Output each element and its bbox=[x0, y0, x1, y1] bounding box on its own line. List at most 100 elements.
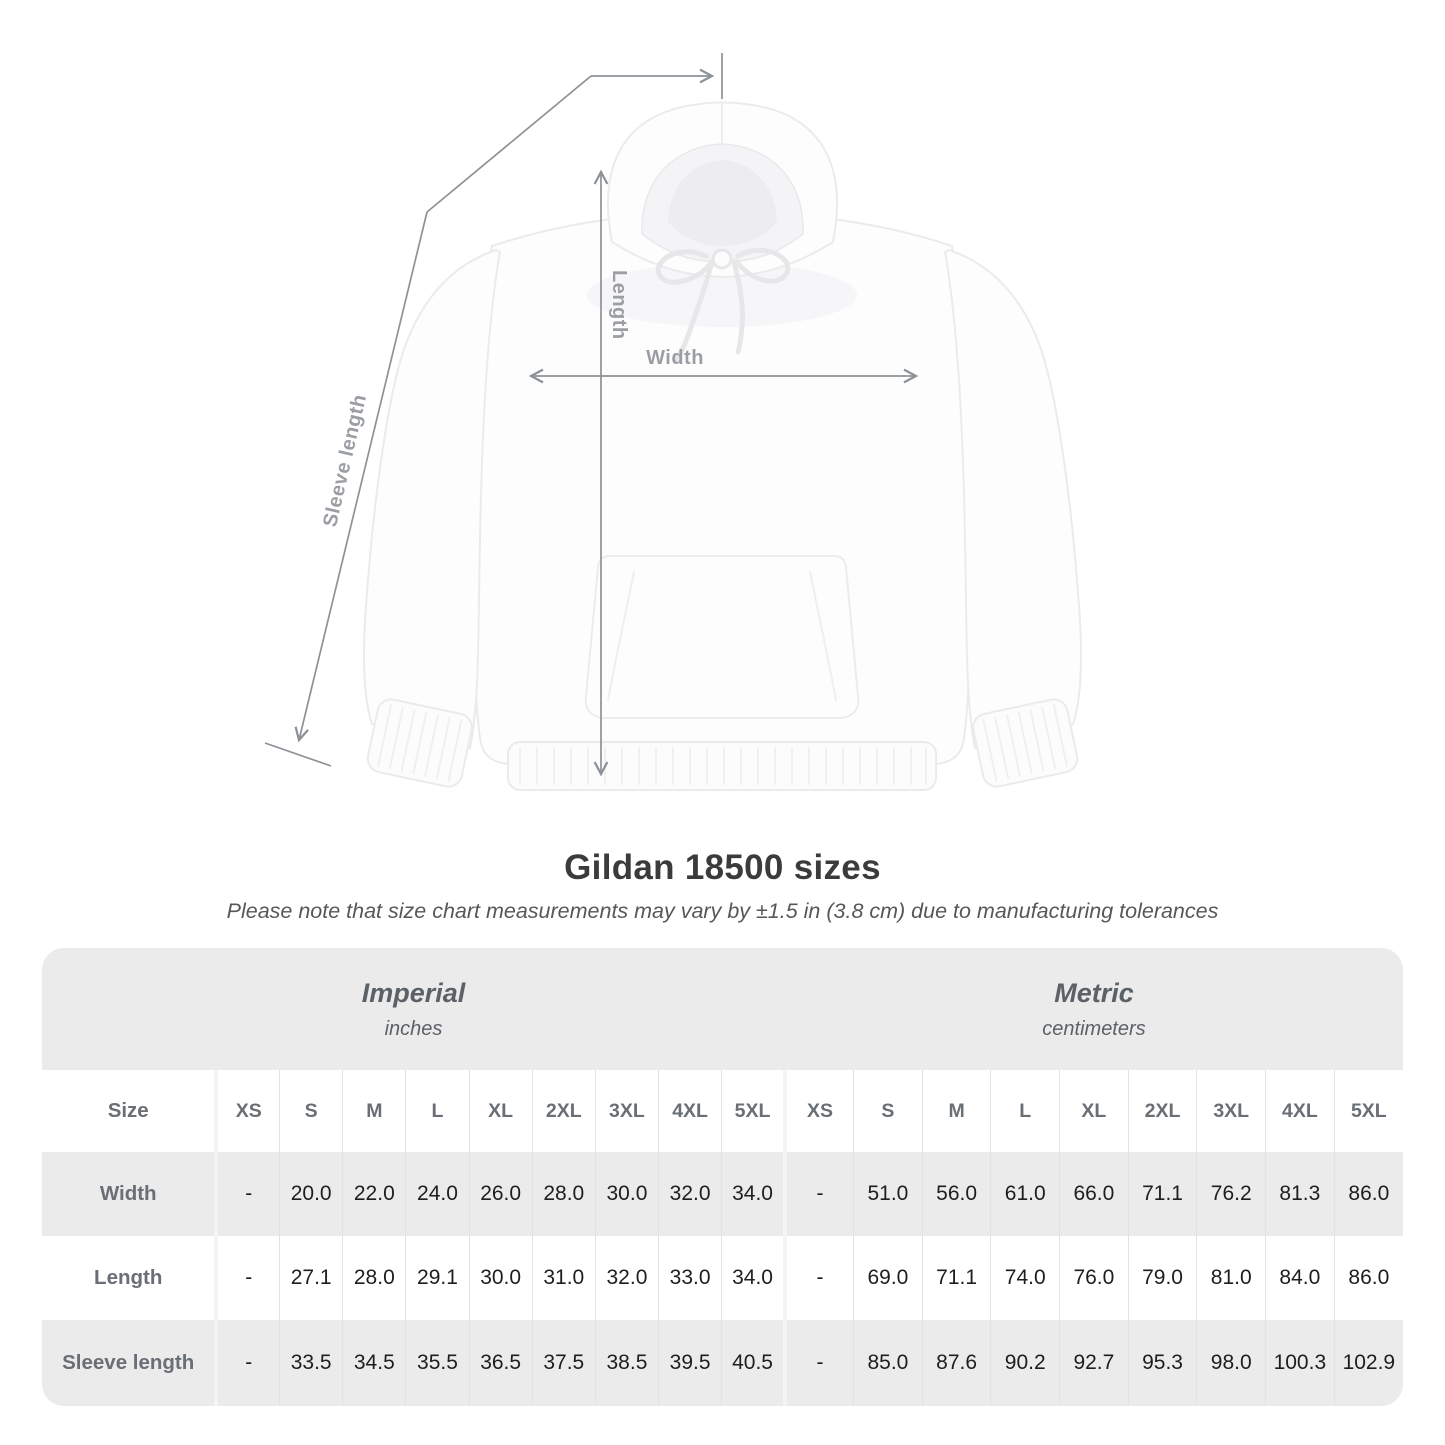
value-cell: 79.0 bbox=[1127, 1236, 1197, 1320]
value-cell: 35.5 bbox=[405, 1320, 470, 1406]
value-cell: 87.6 bbox=[921, 1320, 991, 1406]
value-cell: 85.0 bbox=[853, 1320, 923, 1406]
value-cell: 81.0 bbox=[1196, 1236, 1266, 1320]
chest-shading bbox=[587, 263, 857, 327]
value-cell: - bbox=[782, 1152, 854, 1236]
hem-band bbox=[507, 741, 937, 791]
hoodie-illustration: Length Width Sleeve length bbox=[264, 53, 1082, 791]
value-cell: 69.0 bbox=[853, 1236, 923, 1320]
value-cell: 39.5 bbox=[658, 1320, 722, 1406]
size-col-header: XS bbox=[782, 1070, 854, 1152]
value-cell: 29.1 bbox=[405, 1236, 470, 1320]
value-cell: 98.0 bbox=[1196, 1320, 1266, 1406]
value-cell: 24.0 bbox=[405, 1152, 470, 1236]
value-cell: 74.0 bbox=[990, 1236, 1060, 1320]
value-cell: 61.0 bbox=[990, 1152, 1060, 1236]
value-cell: 76.0 bbox=[1059, 1236, 1129, 1320]
value-cell: - bbox=[214, 1236, 280, 1320]
size-col-header: 3XL bbox=[594, 1070, 659, 1152]
hoodie-measurement-diagram: Length Width Sleeve length bbox=[264, 53, 1082, 791]
size-col-header: S bbox=[279, 1070, 343, 1152]
value-cell: 34.5 bbox=[342, 1320, 406, 1406]
tolerance-note: Please note that size chart measurements… bbox=[226, 899, 1219, 923]
value-cell: 92.7 bbox=[1059, 1320, 1129, 1406]
row-label: Sleeve length bbox=[62, 1351, 195, 1374]
imperial-group-header: Imperial inches bbox=[42, 948, 785, 1070]
size-col-header: 4XL bbox=[658, 1070, 722, 1152]
size-header: Size bbox=[107, 1099, 149, 1122]
right-sleeve bbox=[944, 249, 1082, 788]
value-cell: 71.1 bbox=[921, 1236, 991, 1320]
value-cell: 34.0 bbox=[721, 1236, 785, 1320]
value-cell: 51.0 bbox=[853, 1152, 923, 1236]
size-col-header: 2XL bbox=[1127, 1070, 1197, 1152]
value-cell: 38.5 bbox=[594, 1320, 659, 1406]
kangaroo-pocket bbox=[584, 555, 860, 719]
value-cell: 40.5 bbox=[721, 1320, 785, 1406]
sleeve-bottom-tick bbox=[264, 742, 332, 767]
value-cell: 30.0 bbox=[594, 1152, 659, 1236]
sleeve-length-arrow bbox=[264, 53, 723, 767]
size-col-header: XS bbox=[214, 1070, 280, 1152]
size-header-row: Size XS S M L XL 2XL 3XL 4XL 5XL XS S M … bbox=[42, 1070, 1403, 1152]
value-cell: 95.3 bbox=[1127, 1320, 1197, 1406]
length-label: Length bbox=[608, 270, 630, 340]
value-cell: 26.0 bbox=[468, 1152, 533, 1236]
sleeve-length-row: Sleeve length - 33.5 34.5 35.5 36.5 37.5… bbox=[42, 1320, 1403, 1406]
size-col-header: 5XL bbox=[1333, 1070, 1403, 1152]
value-cell: 36.5 bbox=[468, 1320, 533, 1406]
drawstring-bow bbox=[655, 247, 791, 363]
size-col-header: 4XL bbox=[1265, 1070, 1335, 1152]
value-cell: - bbox=[782, 1320, 854, 1406]
value-cell: - bbox=[214, 1152, 280, 1236]
value-cell: - bbox=[214, 1320, 280, 1406]
length-row: Length - 27.1 28.0 29.1 30.0 31.0 32.0 3… bbox=[42, 1236, 1403, 1320]
value-cell: 86.0 bbox=[1333, 1152, 1403, 1236]
value-cell: 20.0 bbox=[279, 1152, 343, 1236]
value-cell: 34.0 bbox=[721, 1152, 785, 1236]
imperial-group-unit: inches bbox=[384, 1017, 443, 1040]
size-chart-card: Imperial inches Metric centimeters Size … bbox=[42, 948, 1403, 1406]
value-cell: 100.3 bbox=[1265, 1320, 1335, 1406]
measurement-lines bbox=[264, 53, 919, 777]
value-cell: 28.0 bbox=[342, 1236, 406, 1320]
sleeve-length-label: Sleeve length bbox=[319, 392, 371, 529]
value-cell: 30.0 bbox=[468, 1236, 533, 1320]
value-cell: 22.0 bbox=[342, 1152, 406, 1236]
width-row: Width - 20.0 22.0 24.0 26.0 28.0 30.0 32… bbox=[42, 1152, 1403, 1236]
value-cell: - bbox=[782, 1236, 854, 1320]
metric-group-header: Metric centimeters bbox=[784, 948, 1403, 1070]
value-cell: 32.0 bbox=[594, 1236, 659, 1320]
hood bbox=[607, 101, 838, 278]
imperial-group-label: Imperial bbox=[361, 977, 466, 1008]
value-cell: 27.1 bbox=[279, 1236, 343, 1320]
value-cell: 33.5 bbox=[279, 1320, 343, 1406]
value-cell: 81.3 bbox=[1265, 1152, 1335, 1236]
size-col-header: XL bbox=[468, 1070, 533, 1152]
size-col-header: 3XL bbox=[1196, 1070, 1266, 1152]
value-cell: 84.0 bbox=[1265, 1236, 1335, 1320]
value-cell: 66.0 bbox=[1059, 1152, 1129, 1236]
value-cell: 31.0 bbox=[531, 1236, 596, 1320]
value-cell: 32.0 bbox=[658, 1152, 722, 1236]
row-label: Width bbox=[99, 1182, 157, 1205]
metric-group-unit: centimeters bbox=[1042, 1017, 1146, 1040]
metric-group-label: Metric bbox=[1054, 977, 1134, 1008]
value-cell: 86.0 bbox=[1333, 1236, 1403, 1320]
row-label: Length bbox=[94, 1266, 163, 1289]
value-cell: 76.2 bbox=[1196, 1152, 1266, 1236]
left-sleeve bbox=[363, 249, 501, 788]
size-col-header: M bbox=[342, 1070, 406, 1152]
value-cell: 56.0 bbox=[921, 1152, 991, 1236]
size-col-header: XL bbox=[1059, 1070, 1129, 1152]
unit-group-row: Imperial inches Metric centimeters bbox=[42, 948, 1403, 1070]
value-cell: 37.5 bbox=[531, 1320, 596, 1406]
value-cell: 90.2 bbox=[990, 1320, 1060, 1406]
size-col-header: 5XL bbox=[721, 1070, 785, 1152]
width-label: Width bbox=[646, 347, 704, 369]
size-chart-table: Imperial inches Metric centimeters Size … bbox=[42, 948, 1403, 1406]
value-cell: 71.1 bbox=[1127, 1152, 1197, 1236]
value-cell: 33.0 bbox=[658, 1236, 722, 1320]
size-col-header: L bbox=[990, 1070, 1060, 1152]
size-col-header: 2XL bbox=[531, 1070, 596, 1152]
